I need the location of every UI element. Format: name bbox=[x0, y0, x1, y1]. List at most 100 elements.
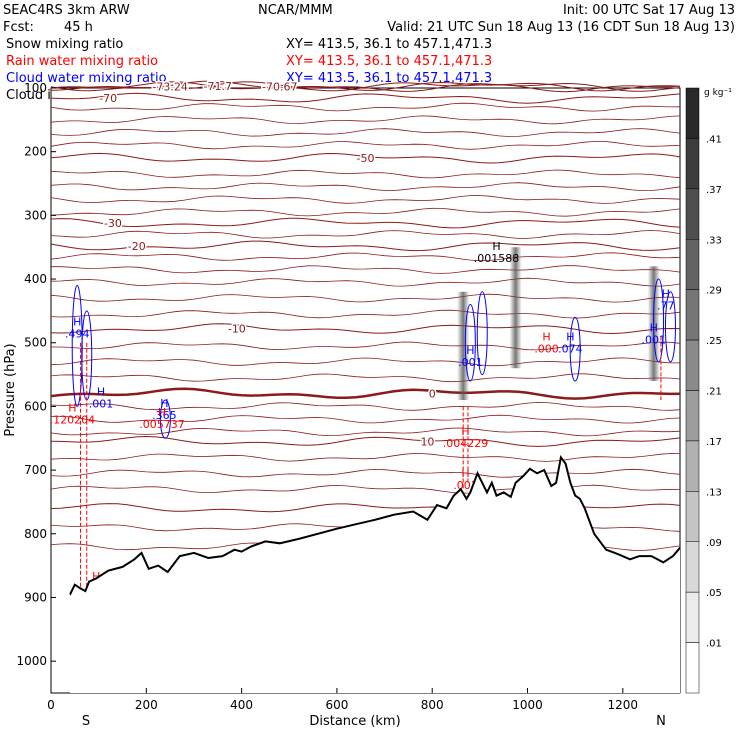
south-end-label: S bbox=[82, 714, 90, 729]
isotherm-line bbox=[50, 152, 681, 164]
x-tick-label: 400 bbox=[230, 698, 253, 712]
colorbar-tick-label: .17 bbox=[706, 437, 722, 448]
y-tick-label: 200 bbox=[24, 145, 47, 159]
extremum-value: .494 bbox=[65, 327, 90, 340]
isotherm-line bbox=[50, 357, 680, 367]
extremum-marker: H bbox=[466, 344, 474, 357]
isotherm-label: -50 bbox=[357, 152, 375, 165]
isotherm-line bbox=[50, 182, 681, 192]
colorbar-tick-label: .25 bbox=[706, 336, 722, 347]
isotherm-line bbox=[50, 252, 681, 262]
cloud-water-contour bbox=[569, 316, 581, 382]
legend-field-xy: XY= 413.5, 36.1 to 457.1,471.3 bbox=[286, 54, 492, 69]
init-time: Init: 00 UTC Sat 17 Aug 13 bbox=[563, 3, 735, 18]
extremum-marker: H bbox=[492, 240, 500, 253]
colorbar-segment bbox=[685, 289, 700, 341]
extremum-marker: H bbox=[542, 331, 550, 344]
extremum-marker: H bbox=[461, 467, 469, 480]
isotherm-line bbox=[50, 453, 681, 462]
y-tick-label: 1000 bbox=[16, 654, 47, 668]
x-tick-label: 1000 bbox=[512, 698, 543, 712]
colorbar-segment bbox=[685, 390, 700, 442]
colorbar-tick-label: .13 bbox=[706, 487, 722, 498]
extremum-marker: H bbox=[650, 322, 658, 335]
colorbar-tick-label: .29 bbox=[706, 286, 722, 297]
cloud-water-contour bbox=[464, 304, 476, 382]
extremum-value: .77 bbox=[657, 299, 675, 312]
colorbar-segment bbox=[685, 642, 700, 694]
x-tick-label: 600 bbox=[325, 698, 348, 712]
y-tick-label: 500 bbox=[24, 336, 47, 350]
extremum-value: .120204 bbox=[50, 413, 96, 426]
isotherm-line bbox=[50, 427, 681, 437]
x-axis-label: Distance (km) bbox=[309, 714, 400, 729]
colorbar-tick-label: .05 bbox=[706, 588, 722, 599]
forecast-hour: 45 h bbox=[64, 20, 93, 35]
isotherm-label: -10 bbox=[228, 323, 246, 336]
isotherm-line bbox=[51, 265, 681, 274]
legend-field-name: Cloud water mixing ratio bbox=[6, 71, 167, 86]
colorbar-unit: g kg⁻¹ bbox=[704, 88, 732, 98]
isotherm-line bbox=[50, 435, 681, 447]
isotherm-line bbox=[50, 387, 681, 400]
y-tick-label: 400 bbox=[24, 272, 47, 286]
isotherm-line bbox=[50, 277, 681, 287]
legend-field-name: Snow mixing ratio bbox=[6, 37, 123, 52]
isotherm-label: -71.7 bbox=[204, 80, 232, 93]
terrain-line bbox=[69, 454, 681, 596]
colorbar-tick-label: .21 bbox=[706, 387, 722, 398]
isotherm-line bbox=[50, 373, 681, 383]
cloud-water-contour bbox=[664, 291, 676, 363]
colorbar-segment bbox=[685, 188, 700, 240]
y-tick-label: 700 bbox=[24, 463, 47, 477]
x-tick-label: 800 bbox=[421, 698, 444, 712]
extremum-marker: H bbox=[158, 406, 166, 419]
x-tick-label: 0 bbox=[47, 698, 55, 712]
y-tick-label: 300 bbox=[24, 208, 47, 222]
extremum-marker: H bbox=[160, 397, 168, 410]
extremum-marker: H bbox=[566, 331, 574, 344]
extremum-marker: H bbox=[97, 385, 105, 398]
colorbar-tick-label: .09 bbox=[706, 538, 722, 549]
colorbar-tick-label: .01 bbox=[706, 639, 722, 650]
extremum-value: .074 bbox=[558, 343, 583, 356]
y-tick-label: 100 bbox=[24, 81, 47, 95]
isotherm-line bbox=[50, 80, 681, 92]
extremum-value: .001 bbox=[89, 397, 114, 410]
plot-area: -73.24-71.7-70.67-70-50-30-20-1001020H.4… bbox=[50, 79, 681, 693]
colorbar-tick-label: .37 bbox=[706, 185, 722, 196]
legend-field-name: Rain water mixing ratio bbox=[6, 54, 158, 69]
isotherm-label: -70 bbox=[99, 92, 117, 105]
isotherm-line bbox=[50, 402, 681, 411]
isotherm-line bbox=[50, 169, 681, 179]
colorbar-segment bbox=[685, 87, 700, 139]
extremum-value: .005737 bbox=[139, 418, 185, 431]
extremum-value: .001 bbox=[458, 356, 483, 369]
colorbar-segment bbox=[685, 138, 700, 190]
isotherm-line bbox=[50, 484, 681, 494]
colorbar-segment bbox=[685, 491, 700, 543]
valid-time: Valid: 21 UTC Sun 18 Aug 13 (16 CDT Sun … bbox=[387, 20, 735, 35]
colorbar-tick-label: .41 bbox=[706, 134, 722, 145]
isotherm-line bbox=[50, 207, 681, 217]
isotherm-label: -70.67 bbox=[262, 81, 297, 94]
isotherm-line bbox=[50, 230, 681, 239]
isotherm-line bbox=[50, 217, 681, 229]
isotherm-line bbox=[50, 81, 681, 93]
forecast-label: Fcst: bbox=[3, 20, 34, 35]
isotherm-line bbox=[50, 309, 681, 319]
colorbar-segment bbox=[685, 541, 700, 593]
isotherm-line bbox=[50, 92, 681, 104]
isotherm-label: 10 bbox=[420, 435, 434, 448]
isotherm-line bbox=[50, 293, 681, 303]
isotherm-line bbox=[50, 141, 681, 150]
extremum-value: .000 bbox=[534, 343, 559, 356]
cloud-water-contour bbox=[653, 278, 665, 363]
extremum-value: .365 bbox=[152, 409, 177, 422]
isotherm-label: -73.24 bbox=[152, 81, 187, 94]
model-name: SEAC4RS 3km ARW bbox=[3, 3, 130, 18]
terrain-mask bbox=[70, 457, 680, 693]
y-tick-label: 600 bbox=[24, 399, 47, 413]
